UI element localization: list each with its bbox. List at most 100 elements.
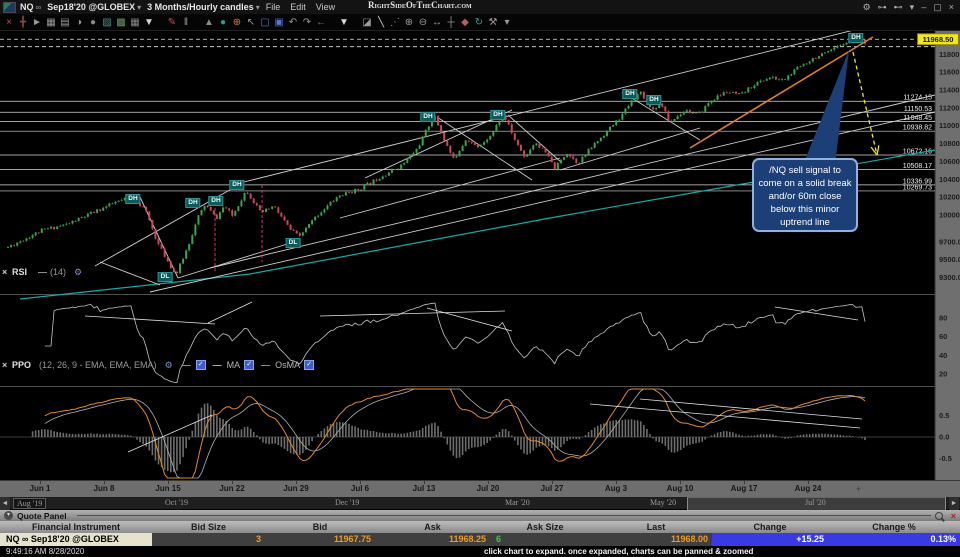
timeline-label: Jul '20 <box>805 498 826 507</box>
toolbar-crosshair-icon[interactable]: ┼ <box>447 16 455 28</box>
timeline-right-arrow[interactable]: ► <box>949 497 959 510</box>
quote-panel-header: ▾ Quote Panel × <box>0 510 960 521</box>
ppo-legend-checkbox[interactable]: ✓ <box>304 360 315 370</box>
ppo-settings-icon[interactable]: ⚙ <box>164 359 173 370</box>
settings-gear-icon[interactable]: ⚙ <box>862 1 871 12</box>
quote-cell-bid: 11967.75 <box>333 534 371 544</box>
toolbar-window-icon[interactable]: ▢ <box>260 16 270 28</box>
quote-cell-financial-instrument[interactable]: NQ ∞ Sep18'20 @GLOBEX <box>0 533 152 546</box>
toolbar-print-icon[interactable]: ▤ <box>60 16 70 28</box>
price-axis-label: 10400.00 <box>939 175 960 184</box>
timeframe-dropdown-caret-icon[interactable]: ▾ <box>255 2 260 12</box>
toolbar-zoom-in-icon[interactable]: ⊕ <box>404 16 414 28</box>
rsi-panel-header: × RSI — (14) ⚙ <box>2 266 88 278</box>
pivot-label-dh: DH <box>420 112 436 122</box>
pivot-label-dh: DH <box>848 33 864 43</box>
price-axis-label: 9700.00 <box>939 237 960 246</box>
toolbar-layout-icon[interactable]: ▦ <box>130 16 140 28</box>
rsi-line-swatch: — <box>38 267 48 277</box>
level-price-label: 10672.16 <box>903 148 932 155</box>
close-icon[interactable]: × <box>948 2 954 12</box>
chart-canvas[interactable]: 11274.15 11150.53 11048.45 10938.82 10672.16… <box>0 31 960 480</box>
toolbar-cursor-icon[interactable]: ↖ <box>246 16 256 28</box>
date-label: Jun 1 <box>29 484 51 493</box>
toolbar-trendline-icon[interactable]: ╲ <box>377 16 385 28</box>
ppo-legend-swatch: — <box>181 360 191 370</box>
symbol-label: NQ <box>20 2 34 12</box>
toolbar-chart-line-icon[interactable]: ◪ <box>362 16 372 28</box>
toolbar-snapshot-icon[interactable]: ▩ <box>116 16 126 28</box>
quote-table-row[interactable]: NQ ∞ Sep18'20 @GLOBEX 3 11967.75 11968.25 6 1… <box>0 533 960 546</box>
candlestick-series <box>7 38 866 274</box>
rsi-params: (14) <box>50 267 67 277</box>
ppo-legend-label: MA <box>226 360 241 370</box>
toolbar-grid-cross-icon[interactable]: ╋ <box>19 16 27 28</box>
price-axis-label: 10600.00 <box>939 157 960 166</box>
pivot-label-dh: DH <box>229 180 245 190</box>
toolbar-volume-bars-icon[interactable]: ‖ <box>183 16 189 28</box>
toolbar-zoom-out-icon[interactable]: ⊖ <box>418 16 428 28</box>
toolbar-pointer-icon[interactable]: ► <box>32 16 42 28</box>
chart-area[interactable]: 11274.15 11150.53 11048.45 10938.82 10672.16… <box>0 31 960 480</box>
timeline-left-arrow[interactable]: ◄ <box>0 497 10 510</box>
quote-panel-collapse-icon[interactable]: ▾ <box>4 511 13 520</box>
sell-signal-callout[interactable]: /NQ sell signal to come on a solid break… <box>752 158 858 232</box>
ppo-axis-label: -0.5 <box>939 454 952 463</box>
rsi-close-button[interactable]: × <box>2 267 8 277</box>
menu-bar: File Edit View <box>266 2 345 12</box>
toolbar-tools-icon[interactable]: ⚒ <box>488 16 498 28</box>
price-axis-label: 10200.00 <box>939 193 960 202</box>
toolbar-image-icon[interactable]: ▨ <box>102 16 112 28</box>
toolbar-refresh-icon[interactable]: ↻ <box>474 16 484 28</box>
ppo-close-button[interactable]: × <box>2 360 8 370</box>
toolbar-ball-icon[interactable]: ● <box>219 16 227 28</box>
menu-edit[interactable]: Edit <box>290 2 306 12</box>
toolbar-grid-icon[interactable]: ▦ <box>46 16 56 28</box>
teal-ma-line <box>19 149 936 300</box>
pivot-label-dh: DH <box>208 196 224 206</box>
quote-cell-bid-size: 3 <box>255 534 261 544</box>
toolbar-expand-h-icon[interactable]: ↔ <box>432 16 442 28</box>
toolbar-edit-pencil-icon[interactable]: ✎ <box>167 16 177 28</box>
minimize-icon[interactable]: – <box>921 2 927 12</box>
timeline-scrollbar[interactable]: ◄ ► Aug '19 Oct '19 Dec '19 Mar '20 May '20 Jul… <box>0 497 960 510</box>
toolbar-mound-icon[interactable]: ▲ <box>204 16 214 28</box>
rsi-line <box>44 302 866 383</box>
level-price-label: 11048.45 <box>903 115 932 122</box>
quote-panel-search-icon[interactable] <box>934 511 943 520</box>
timeframe-label[interactable]: 3 Months/Hourly candles <box>147 2 254 12</box>
rsi-settings-icon[interactable]: ⚙ <box>74 266 83 277</box>
contract-dropdown-caret-icon[interactable]: ▾ <box>137 2 142 12</box>
ppo-legend-checkbox[interactable]: ✓ <box>195 360 206 370</box>
toolbar-target-icon[interactable]: ⊕ <box>232 16 242 28</box>
timeline-thumb[interactable] <box>687 497 946 510</box>
date-tick <box>488 481 489 484</box>
toolbar-filter2-icon[interactable]: ▼ <box>339 16 349 28</box>
date-tick <box>808 481 809 484</box>
pin-icon[interactable]: ⊷ <box>893 1 903 12</box>
contract-label[interactable]: Sep18'20 @GLOBEX <box>47 2 136 12</box>
price-axis-label: 9300.00 <box>939 273 960 282</box>
toolbar: × ╋ ► ▦ ▤ ◑ ● ▨ ▩ ▦ ▼ ✎ ‖ ▲ ● ⊕ ↖ ▢ ▣ ↶ ↷ ← ▼ ◪ ╲ ⋰ ⊕ ⊖ ↔ ┼ ◆ ↻ ⚒ ▾ <box>0 14 960 31</box>
toolbar-pie-icon[interactable]: ◑ <box>75 16 83 28</box>
toolbar-filter-icon[interactable]: ▼ <box>144 16 154 28</box>
toolbar-more-icon[interactable]: ▾ <box>504 16 510 28</box>
toolbar-multi-line-icon[interactable]: ⋰ <box>390 16 400 28</box>
toolbar-close-icon[interactable]: × <box>6 16 12 28</box>
menu-view[interactable]: View <box>315 2 336 12</box>
toolbar-circle-icon[interactable]: ● <box>89 16 97 28</box>
level-price-label: 10336.99 <box>903 178 932 185</box>
menu-file[interactable]: File <box>265 2 281 12</box>
quote-panel-close-icon[interactable]: × <box>950 510 956 521</box>
pin-caret-icon[interactable]: ▾ <box>909 1 915 12</box>
toolbar-paint-icon[interactable]: ◆ <box>461 16 469 28</box>
toolbar-back-icon[interactable]: ← <box>316 16 326 28</box>
restore-icon[interactable]: ▢ <box>933 1 942 12</box>
toolbar-redo-icon[interactable]: ↷ <box>302 16 312 28</box>
link-icon[interactable]: ⊶ <box>877 1 887 12</box>
timeline-label: May '20 <box>650 498 677 507</box>
toolbar-undo-icon[interactable]: ↶ <box>288 16 298 28</box>
price-axis-label: 11200.00 <box>939 103 960 112</box>
ppo-legend-checkbox[interactable]: ✓ <box>244 360 255 370</box>
toolbar-window-alert-icon[interactable]: ▣ <box>274 16 284 28</box>
